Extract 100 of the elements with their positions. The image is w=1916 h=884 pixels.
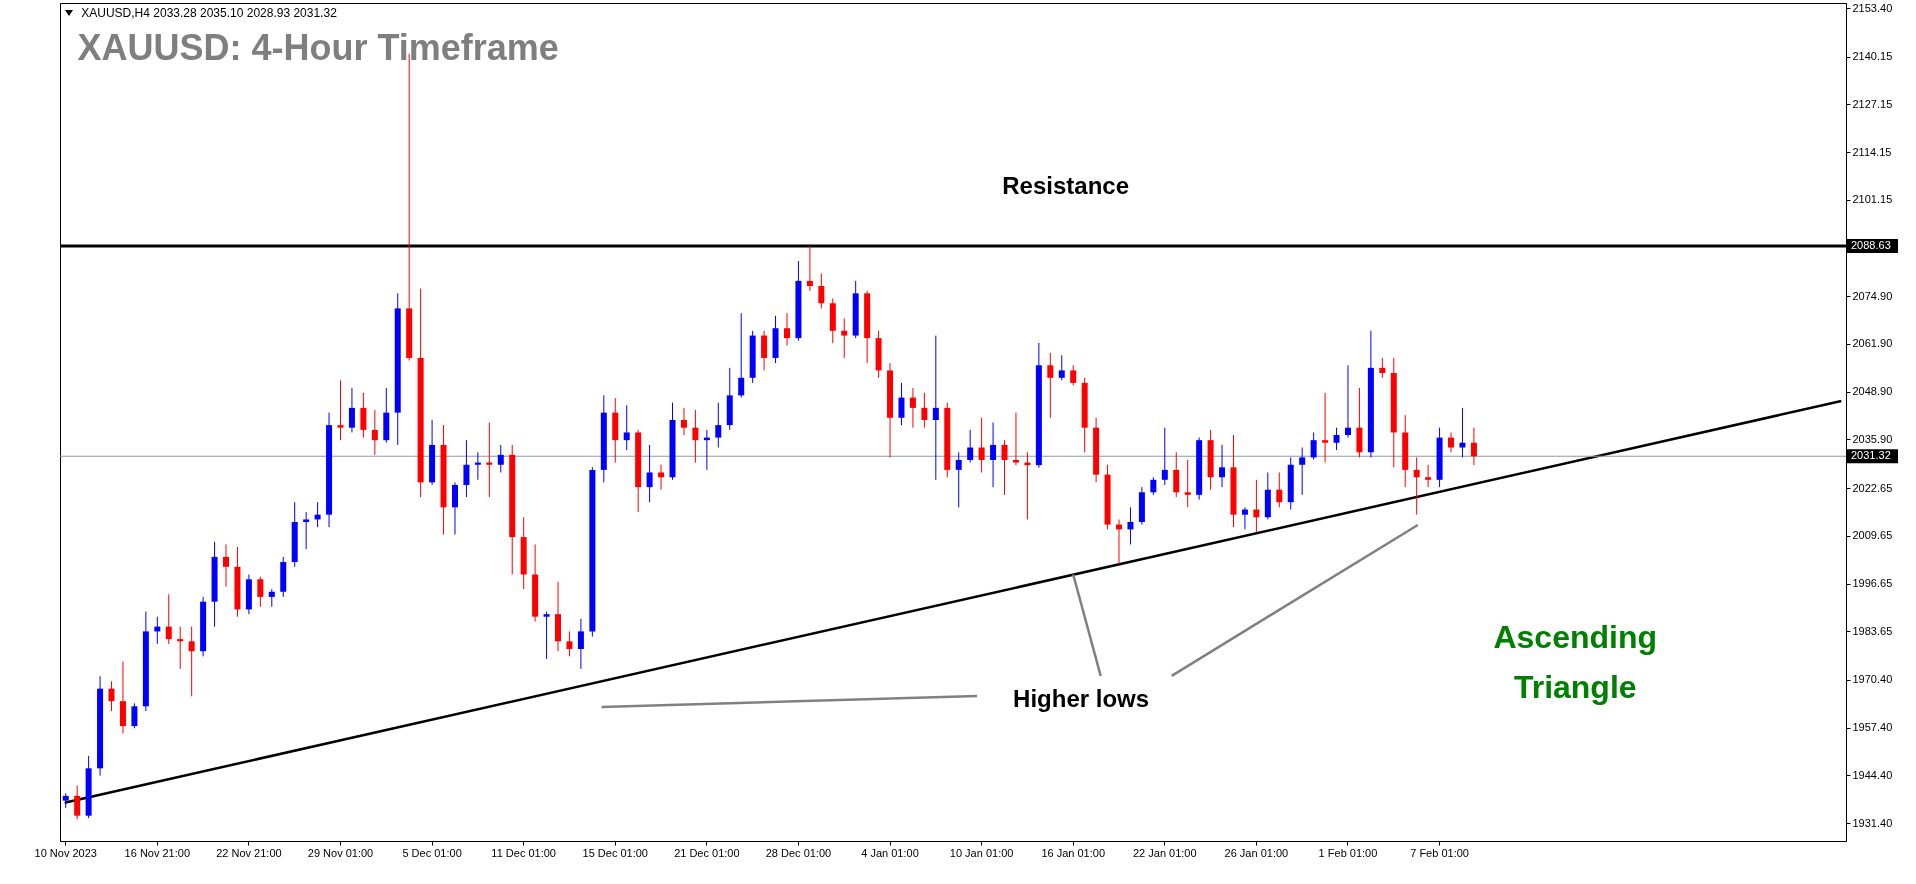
candlestick [1070, 364, 1077, 386]
candlestick [1299, 447, 1306, 496]
y-tick-label: 1970.40 [1852, 673, 1893, 686]
candlestick [337, 379, 344, 441]
candlestick [738, 312, 745, 399]
candlestick [932, 335, 939, 481]
y-tick-label: 2048.90 [1852, 385, 1893, 398]
candlestick [486, 422, 493, 498]
y-tick-label: 2101.15 [1852, 193, 1893, 206]
candlestick [818, 273, 825, 309]
text: XAUUSD: 4-Hour Timeframe [77, 26, 559, 68]
candlestick [1379, 357, 1386, 379]
candlestick [74, 785, 81, 820]
candlestick [1219, 444, 1226, 488]
candlestick [543, 611, 550, 660]
x-tick-label: 28 Dec 01:00 [765, 846, 832, 859]
candlestick [921, 392, 928, 429]
candlestick [1012, 412, 1019, 466]
x-tick-label: 4 Jan 01:00 [861, 846, 919, 859]
annotation: Ascending Triangle [1493, 619, 1658, 706]
candlestick [577, 618, 584, 670]
candlestick [898, 382, 905, 426]
x-tick-label: 16 Nov 21:00 [124, 846, 191, 859]
x-tick-label: 5 Dec 01:00 [402, 846, 462, 859]
x-tick-label: 21 Dec 01:00 [674, 846, 740, 859]
x-tick-label: 16 Jan 01:00 [1041, 846, 1106, 859]
x-tick-label: 1 Feb 01:00 [1318, 846, 1378, 859]
x-tick-label: 22 Jan 01:00 [1132, 846, 1197, 859]
x-tick-label: 7 Feb 01:00 [1410, 846, 1469, 859]
candlestick [497, 444, 504, 473]
y-tick-label: 1931.40 [1852, 816, 1893, 829]
candlestick [165, 593, 172, 645]
candlestick [1001, 439, 1008, 496]
candlestick [909, 387, 916, 429]
candlestick [692, 409, 699, 464]
candlestick [783, 312, 790, 346]
candlestick [131, 702, 138, 729]
candlestick [223, 543, 230, 588]
candlestick [1127, 506, 1134, 545]
y-tick-label: 2074.90 [1852, 289, 1893, 302]
y-tick-label: 2035.90 [1852, 432, 1893, 445]
candlestick [990, 422, 997, 488]
candlestick [806, 245, 813, 292]
y-tick-label: 1944.40 [1852, 768, 1893, 781]
candlestick [967, 429, 974, 464]
x-tick-label: 26 Jan 01:00 [1224, 846, 1289, 859]
candlestick [1413, 456, 1420, 516]
candlestick [680, 407, 687, 436]
candlestick [371, 409, 378, 456]
candlestick [1459, 407, 1466, 458]
candlestick [348, 387, 355, 433]
y-tick-label: 2140.15 [1852, 50, 1893, 63]
candlestick [108, 680, 115, 712]
ref-line-label: 2031.32 [1851, 449, 1891, 462]
y-tick-label: 1983.65 [1852, 624, 1893, 637]
y-tick-label: 1957.40 [1852, 721, 1893, 734]
y-tick-label: 2127.15 [1852, 97, 1893, 110]
candlestick [623, 404, 630, 451]
candlestick [1241, 506, 1248, 530]
candlestick [360, 392, 367, 439]
candlestick [463, 439, 470, 498]
candlestick [1047, 352, 1054, 419]
y-tick-label: 2009.65 [1852, 529, 1893, 542]
annotation: Resistance [1002, 171, 1130, 199]
x-tick-label: 10 Nov 2023 [34, 846, 97, 859]
candlestick [1310, 431, 1317, 461]
y-tick-label: 1996.65 [1852, 577, 1893, 590]
x-tick-label: 22 Nov 21:00 [216, 846, 282, 859]
candlestick [955, 451, 962, 508]
x-tick-label: 11 Dec 01:00 [491, 846, 556, 859]
y-tick-label: 2114.15 [1852, 145, 1892, 158]
candlestick [1161, 427, 1168, 486]
candlestick [761, 330, 768, 371]
candlestick [177, 626, 184, 670]
candlestick [1448, 431, 1455, 453]
annotation: XAUUSD,H4 2033.28 2035.10 2028.93 2031.32 [81, 5, 338, 20]
candlestick [1344, 364, 1351, 439]
candlestick [1253, 479, 1260, 533]
x-tick-label: 29 Nov 01:00 [307, 846, 374, 859]
x-tick-label: 15 Dec 01:00 [582, 846, 648, 859]
candlestick [1470, 427, 1477, 466]
candlestick [658, 464, 665, 491]
candlestick [978, 417, 985, 473]
candlestick [715, 402, 722, 449]
x-tick-label: 10 Jan 01:00 [949, 846, 1014, 859]
candlestick [451, 481, 458, 535]
candlestick [1173, 451, 1180, 498]
candlestick [1333, 427, 1340, 451]
candlestick [1322, 392, 1329, 464]
candlestick [303, 511, 310, 550]
candlestick [1276, 471, 1283, 508]
candlestick [841, 317, 848, 359]
candlestick [188, 626, 195, 697]
y-tick-label: 2153.40 [1852, 1, 1893, 14]
candlestick [1058, 354, 1065, 381]
annotation: Higher lows [1013, 685, 1150, 713]
candlestick [1425, 464, 1432, 488]
candlestick [646, 444, 653, 503]
ref-line-label: 2088.63 [1851, 238, 1891, 251]
candlestick [474, 451, 481, 481]
